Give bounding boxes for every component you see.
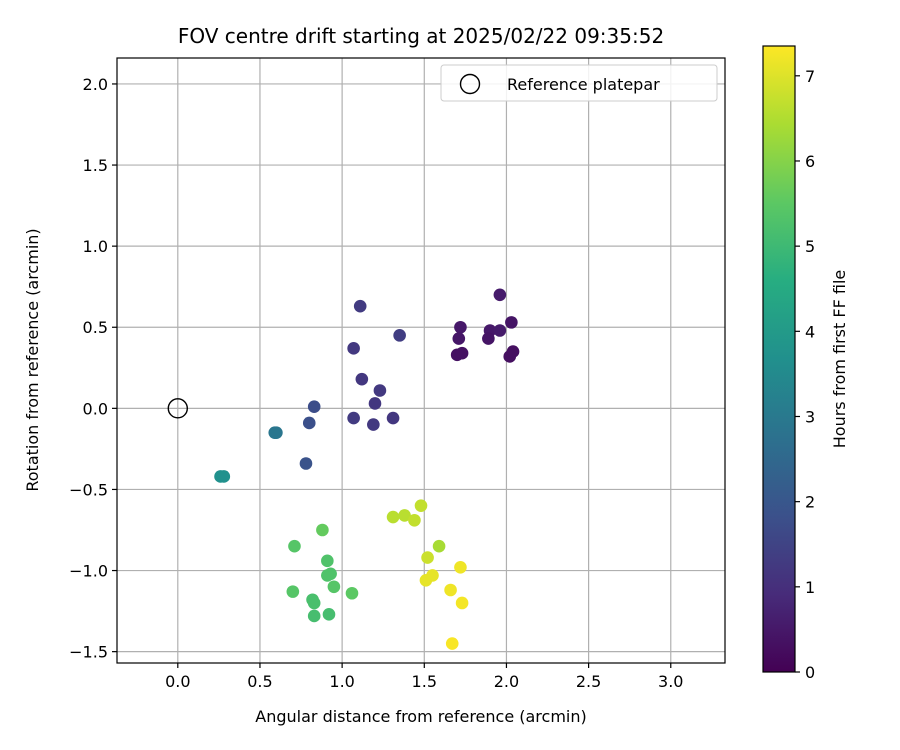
colorbar-tick-label: 7 (805, 67, 815, 86)
legend-marker (459, 73, 481, 95)
colorbar-tick-label: 2 (805, 493, 815, 512)
reference-platepar-point (167, 398, 189, 419)
reference-marker (167, 398, 189, 419)
y-tick-label: −1.0 (69, 562, 108, 581)
colorbar-ticks: 0 1 2 3 4 5 6 7 (795, 67, 815, 682)
data-point (286, 585, 300, 598)
colorbar-gradient (762, 45, 796, 673)
x-tick-label: 0.5 (247, 672, 272, 691)
data-point (398, 509, 411, 522)
data-point (367, 418, 380, 431)
data-point (445, 637, 459, 650)
y-tick-label: 1.0 (83, 237, 108, 256)
y-tick-label: −1.5 (69, 643, 108, 662)
data-point (386, 510, 400, 524)
data-point (307, 609, 321, 623)
y-tick-label: 2.0 (83, 75, 108, 94)
data-point (426, 569, 439, 582)
data-point (444, 583, 457, 597)
data-points (214, 288, 520, 650)
data-point (386, 411, 400, 425)
y-tick-label: 0.0 (83, 399, 108, 418)
data-point (368, 397, 382, 410)
data-point (493, 288, 507, 302)
data-point (316, 523, 329, 537)
data-point (307, 596, 321, 610)
colorbar-tick-label: 4 (805, 322, 815, 341)
colorbar-tick-label: 5 (805, 237, 815, 256)
plot-frame (116, 57, 726, 664)
data-point (270, 426, 283, 439)
data-point (347, 411, 360, 425)
colorbar-label: Hours from first FF file (830, 270, 849, 449)
data-point (217, 470, 231, 483)
x-axis-label: Angular distance from reference (arcmin) (255, 707, 586, 726)
data-point (321, 554, 334, 568)
data-point (353, 299, 367, 313)
data-point (454, 561, 467, 574)
data-point (355, 372, 369, 386)
legend-box (440, 64, 718, 102)
x-axis-ticks: 0.0 0.5 1.0 1.5 2.0 2.5 3.0 (165, 663, 683, 691)
colorbar: 0 1 2 3 4 5 6 7 Hours from first FF file (762, 45, 849, 682)
legend-label: Reference platepar (507, 75, 660, 94)
data-point (454, 320, 467, 334)
data-point (299, 457, 313, 470)
colorbar-tick-label: 1 (805, 578, 815, 597)
data-point (506, 345, 520, 358)
chart-title: FOV centre drift starting at 2025/02/22 … (178, 24, 664, 48)
data-point (452, 332, 466, 345)
data-point (393, 329, 406, 342)
colorbar-tick-label: 0 (805, 663, 815, 682)
x-tick-label: 0.0 (165, 672, 190, 691)
grid (117, 58, 725, 663)
x-tick-label: 2.5 (576, 672, 601, 691)
data-point (307, 400, 321, 414)
data-point (373, 384, 387, 397)
y-axis-label: Rotation from reference (arcmin) (23, 228, 42, 491)
data-point (505, 316, 518, 329)
data-point (322, 608, 336, 621)
data-point (302, 416, 316, 430)
data-point (421, 551, 434, 564)
data-point (288, 539, 301, 553)
y-tick-label: 0.5 (83, 318, 108, 337)
y-axis-ticks: −1.5 −1.0 −0.5 0.0 0.5 1.0 1.5 2.0 (69, 75, 117, 662)
data-point (493, 324, 507, 337)
data-point (432, 539, 446, 553)
legend: Reference platepar (440, 64, 718, 102)
y-tick-label: −0.5 (69, 480, 108, 499)
data-point (324, 567, 337, 581)
data-point (345, 586, 359, 600)
x-tick-label: 1.0 (329, 672, 354, 691)
colorbar-tick-label: 3 (805, 407, 815, 426)
data-point (455, 596, 469, 610)
colorbar-tick-label: 6 (805, 152, 815, 171)
data-point (327, 580, 341, 594)
x-tick-label: 3.0 (658, 672, 683, 691)
y-tick-label: 1.5 (83, 156, 108, 175)
data-point (408, 513, 421, 527)
data-point (455, 346, 469, 360)
x-tick-label: 2.0 (494, 672, 519, 691)
x-tick-label: 1.5 (412, 672, 437, 691)
data-point (482, 332, 495, 345)
data-point (347, 342, 360, 355)
data-point (414, 499, 428, 512)
